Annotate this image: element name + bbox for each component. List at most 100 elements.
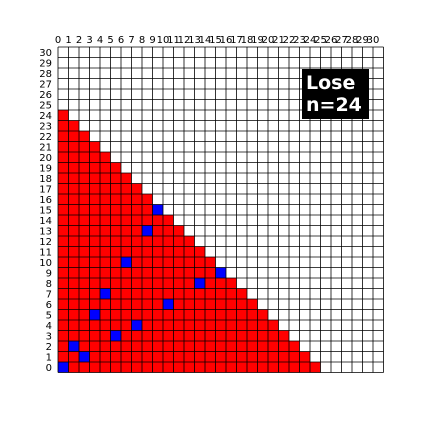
empty-cell[interactable]	[184, 204, 195, 216]
empty-cell[interactable]	[110, 68, 122, 79]
empty-cell[interactable]	[341, 299, 353, 310]
filled-cell[interactable]	[110, 362, 122, 373]
empty-cell[interactable]	[331, 215, 342, 226]
empty-cell[interactable]	[236, 99, 248, 111]
empty-cell[interactable]	[194, 99, 206, 111]
empty-cell[interactable]	[236, 215, 248, 226]
empty-cell[interactable]	[257, 131, 269, 142]
filled-cell[interactable]	[278, 330, 290, 342]
filled-cell[interactable]	[100, 278, 111, 289]
filled-cell[interactable]	[215, 362, 227, 373]
empty-cell[interactable]	[215, 152, 227, 163]
filled-cell[interactable]	[163, 362, 174, 373]
filled-cell[interactable]	[194, 288, 206, 300]
empty-cell[interactable]	[310, 173, 321, 184]
filled-cell[interactable]	[121, 320, 132, 331]
filled-cell[interactable]	[215, 278, 227, 289]
empty-cell[interactable]	[341, 162, 353, 174]
empty-cell[interactable]	[331, 246, 342, 258]
empty-cell[interactable]	[131, 68, 143, 79]
filled-cell[interactable]	[184, 320, 195, 331]
filled-cell[interactable]	[79, 141, 90, 153]
empty-cell[interactable]	[236, 78, 248, 90]
filled-cell[interactable]	[89, 267, 101, 279]
filled-cell[interactable]	[79, 131, 90, 142]
empty-cell[interactable]	[121, 78, 132, 90]
empty-cell[interactable]	[278, 225, 290, 237]
filled-cell[interactable]	[215, 309, 227, 321]
empty-cell[interactable]	[131, 173, 143, 184]
empty-cell[interactable]	[331, 257, 342, 268]
filled-cell[interactable]	[257, 351, 269, 363]
empty-cell[interactable]	[310, 57, 321, 69]
empty-cell[interactable]	[331, 120, 342, 132]
empty-cell[interactable]	[362, 162, 374, 174]
empty-cell[interactable]	[352, 341, 363, 352]
filled-cell[interactable]	[194, 257, 206, 268]
empty-cell[interactable]	[121, 110, 132, 121]
filled-cell[interactable]	[68, 257, 80, 268]
empty-cell[interactable]	[299, 309, 311, 321]
empty-cell[interactable]	[68, 110, 80, 121]
filled-cell[interactable]	[110, 204, 122, 216]
empty-cell[interactable]	[226, 78, 237, 90]
filled-cell[interactable]	[131, 183, 143, 195]
empty-cell[interactable]	[299, 152, 311, 163]
empty-cell[interactable]	[257, 288, 269, 300]
empty-cell[interactable]	[163, 183, 174, 195]
empty-cell[interactable]	[278, 267, 290, 279]
empty-cell[interactable]	[299, 215, 311, 226]
filled-cell[interactable]	[268, 351, 279, 363]
filled-cell[interactable]	[184, 362, 195, 373]
filled-cell[interactable]	[184, 246, 195, 258]
filled-cell[interactable]	[131, 288, 143, 300]
empty-cell[interactable]	[373, 257, 384, 268]
filled-cell[interactable]	[173, 278, 185, 289]
filled-cell[interactable]	[121, 330, 132, 342]
filled-cell[interactable]	[205, 320, 216, 331]
filled-cell[interactable]	[226, 351, 237, 363]
filled-cell[interactable]	[121, 183, 132, 195]
empty-cell[interactable]	[341, 215, 353, 226]
empty-cell[interactable]	[194, 236, 206, 247]
empty-cell[interactable]	[236, 120, 248, 132]
empty-cell[interactable]	[142, 99, 153, 111]
empty-cell[interactable]	[341, 309, 353, 321]
filled-cell[interactable]	[58, 162, 69, 174]
empty-cell[interactable]	[299, 225, 311, 237]
filled-cell[interactable]	[79, 299, 90, 310]
filled-cell[interactable]	[89, 162, 101, 174]
empty-cell[interactable]	[341, 225, 353, 237]
filled-cell[interactable]	[173, 257, 185, 268]
empty-cell[interactable]	[226, 257, 237, 268]
empty-cell[interactable]	[173, 215, 185, 226]
filled-cell[interactable]	[110, 215, 122, 226]
filled-cell[interactable]	[121, 278, 132, 289]
empty-cell[interactable]	[100, 57, 111, 69]
empty-cell[interactable]	[320, 267, 332, 279]
empty-cell[interactable]	[268, 194, 279, 205]
filled-cell[interactable]	[68, 204, 80, 216]
empty-cell[interactable]	[341, 278, 353, 289]
filled-cell[interactable]	[163, 225, 174, 237]
empty-cell[interactable]	[320, 47, 332, 58]
empty-cell[interactable]	[268, 299, 279, 310]
filled-cell[interactable]	[58, 131, 69, 142]
empty-cell[interactable]	[362, 351, 374, 363]
empty-cell[interactable]	[299, 341, 311, 352]
empty-cell[interactable]	[184, 99, 195, 111]
filled-cell[interactable]	[194, 362, 206, 373]
empty-cell[interactable]	[341, 320, 353, 331]
filled-cell[interactable]	[131, 204, 143, 216]
filled-cell[interactable]	[131, 362, 143, 373]
empty-cell[interactable]	[331, 225, 342, 237]
filled-cell[interactable]	[110, 288, 122, 300]
empty-cell[interactable]	[299, 183, 311, 195]
filled-cell[interactable]	[194, 320, 206, 331]
empty-cell[interactable]	[289, 309, 300, 321]
empty-cell[interactable]	[79, 68, 90, 79]
empty-cell[interactable]	[320, 120, 332, 132]
empty-cell[interactable]	[58, 99, 69, 111]
filled-cell[interactable]	[89, 225, 101, 237]
filled-cell[interactable]	[121, 362, 132, 373]
